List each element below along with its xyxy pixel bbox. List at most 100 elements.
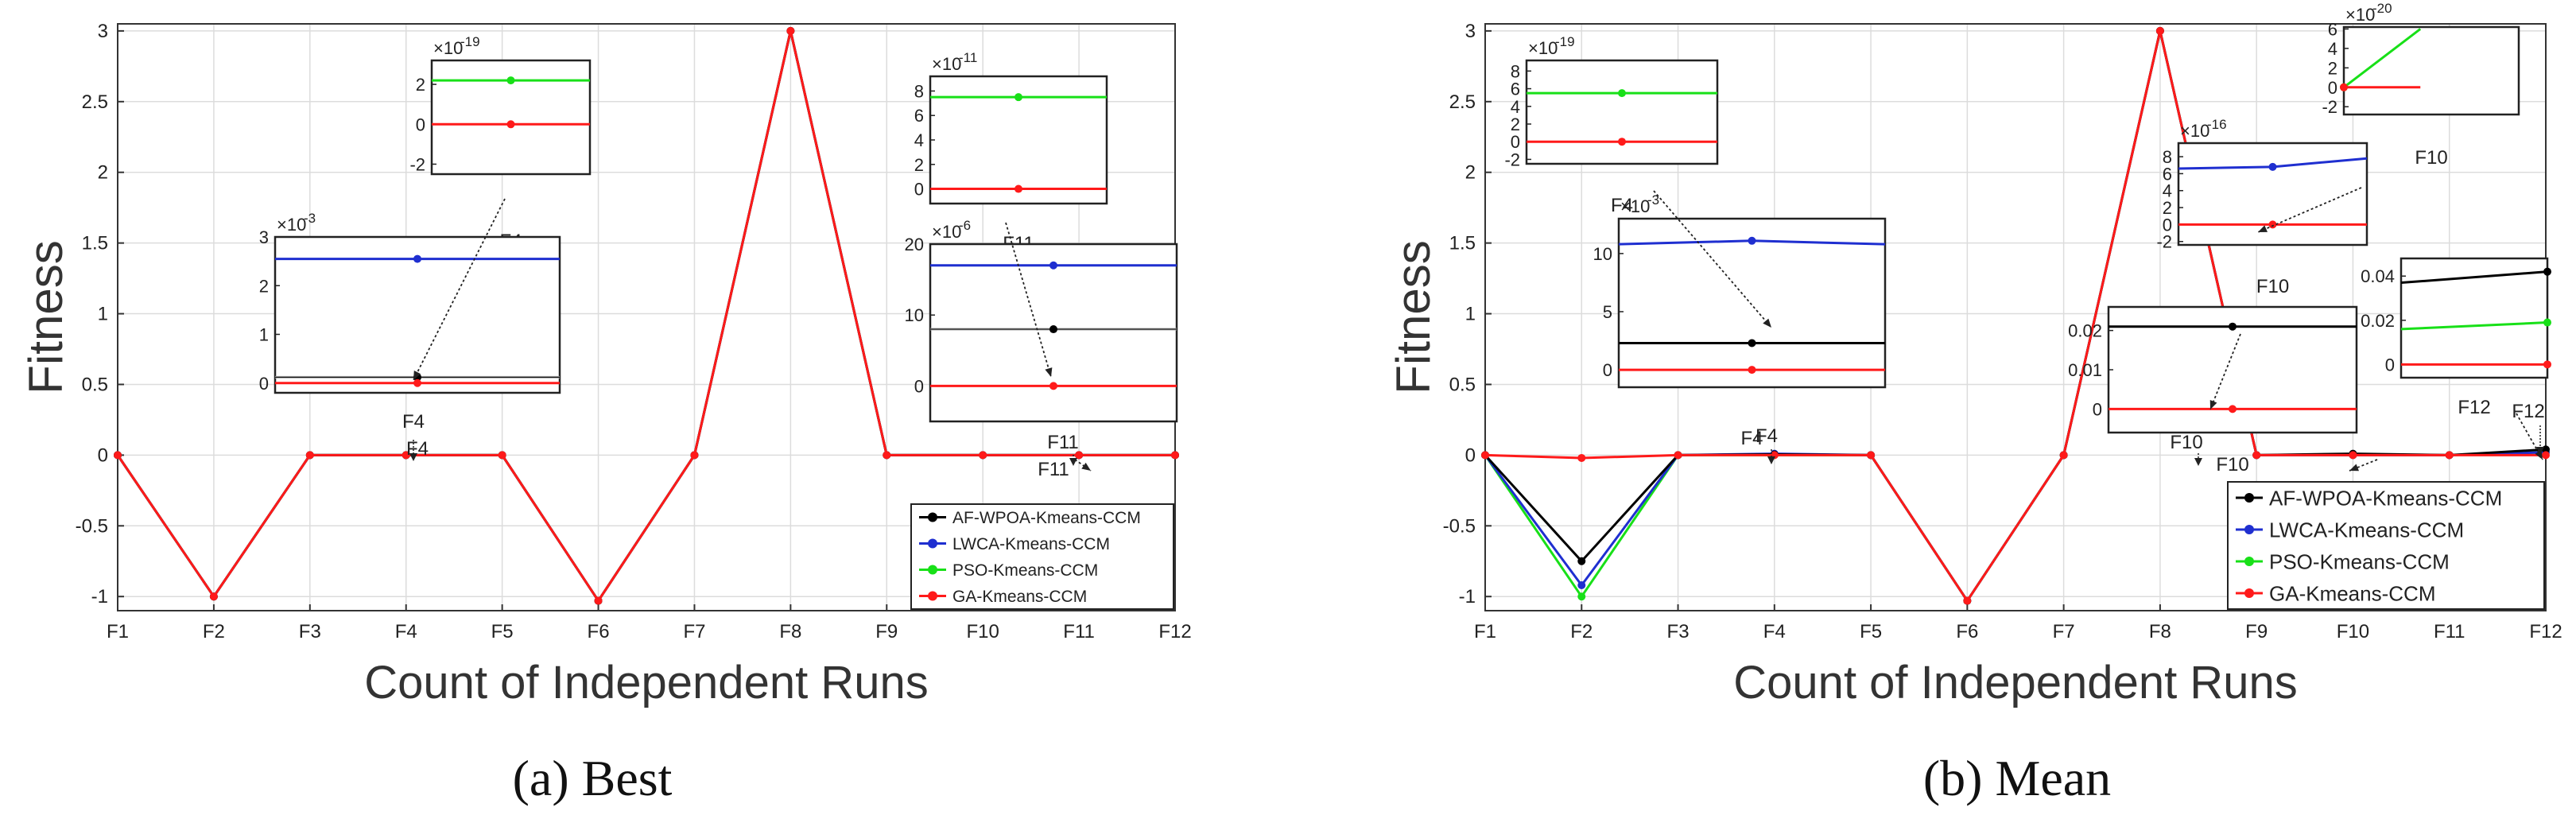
x-tick-label: F6 <box>1956 621 1978 642</box>
inset-y-tick-label: 0 <box>259 374 269 394</box>
inset-y-tick-label: 2 <box>2163 198 2172 218</box>
figure-caption: (b) Mean <box>1923 750 2111 806</box>
inset-line-af <box>2400 270 2548 285</box>
x-tick-label: F8 <box>2149 621 2171 642</box>
y-tick-label: 1 <box>1465 304 1476 325</box>
inset-y-tick-label: 8 <box>1511 61 1520 81</box>
data-point-lwca <box>1577 580 1586 589</box>
data-point-ga <box>2349 451 2357 460</box>
callout-label: F4 <box>402 411 425 433</box>
inset-y-tick-label: 4 <box>2163 181 2172 201</box>
data-point-ga <box>594 596 603 605</box>
data-point-pso <box>1577 592 1586 601</box>
callout-label: F10 <box>2170 432 2202 453</box>
inset-y-tick-label: 10 <box>905 305 924 325</box>
inset-y-tick-label: 0 <box>1603 360 1612 380</box>
legend-label: GA-Kmeans-CCM <box>2269 581 2435 605</box>
inset-y-tick-label: -2 <box>2322 97 2337 117</box>
inset-marker-pso <box>2543 318 2551 327</box>
series-ga <box>1481 26 2550 605</box>
figure-caption: (a) Best <box>513 750 673 806</box>
inset-plot: 0.04 0.02 0 F12 <box>2361 257 2551 418</box>
legend-swatch-marker <box>928 512 937 522</box>
x-tick-label: F4 <box>395 621 417 642</box>
x-tick-label: F9 <box>2245 621 2268 642</box>
zoom-arrowhead <box>2349 464 2359 472</box>
inset-y-tick-label: 4 <box>2328 39 2337 59</box>
inset-label: F10 <box>2216 454 2248 475</box>
legend-label: GA-Kmeans-CCM <box>952 588 1087 606</box>
chart-panel-best: F1 F2 F3 F4 F5 F6 F7 F8 F9 F10 F11 F12 -1 -0.5 0 0.5 1 1.… <box>19 21 1192 806</box>
x-tick-label: F2 <box>203 621 225 642</box>
inset-marker-ga <box>2340 83 2348 91</box>
data-point-ga <box>2445 451 2454 460</box>
legend-label: LWCA-Kmeans-CCM <box>2269 518 2464 541</box>
legend: AF-WPOA-Kmeans-CCM LWCA-Kmeans-CCM PSO-Kme… <box>2227 481 2545 610</box>
series-line-ga <box>1484 30 2546 604</box>
inset-y-tick-label: 20 <box>905 235 924 254</box>
inset-y-tick-label: 6 <box>2163 164 2172 184</box>
inset-marker-lwca <box>1049 261 1057 270</box>
data-point-ga <box>1075 451 1084 460</box>
inset-marker-af <box>1049 325 1057 334</box>
inset-exponent-base: ×10 <box>433 38 463 58</box>
inset-line-pso <box>2400 321 2548 331</box>
x-axis-title: Count of Independent Runs <box>1733 657 2297 708</box>
zoom-arrowhead <box>1763 318 1771 328</box>
inset-exponent: -19 <box>1555 34 1575 49</box>
inset-exponent: -3 <box>1647 192 1659 208</box>
inset-marker-pso <box>1014 93 1022 102</box>
inset-label: F4 <box>1740 428 1763 449</box>
legend-swatch-marker <box>2244 525 2254 534</box>
zoom-arrowhead <box>1045 367 1053 377</box>
legend-label: AF-WPOA-Kmeans-CCM <box>952 509 1141 527</box>
legend-box <box>2227 481 2545 610</box>
inset-plot: 3 2 1 0 ×10-3 F4 <box>259 211 561 460</box>
x-tick-label: F7 <box>683 621 705 642</box>
inset-marker-af <box>1748 339 1756 347</box>
inset-exponent-base: ×10 <box>932 222 961 242</box>
data-point-ga <box>114 451 122 460</box>
y-tick-label: 2.5 <box>82 91 108 113</box>
inset-y-tick-label: 2 <box>416 75 425 95</box>
x-axis-title: Count of Independent Runs <box>364 657 928 708</box>
x-tick-label: F9 <box>875 621 898 642</box>
legend-swatch-marker <box>2244 493 2254 503</box>
inset-exponent: -6 <box>959 218 971 233</box>
inset-y-tick-label: 6 <box>2328 19 2337 39</box>
inset-y-tick-label: 2 <box>1511 115 1520 134</box>
inset-y-tick-label: 0 <box>2093 399 2102 419</box>
zoom-arrow <box>2516 413 2543 460</box>
inset-exponent-base: ×10 <box>2180 121 2209 141</box>
inset-frame <box>2342 25 2520 116</box>
inset-exponent-base: ×10 <box>932 54 961 74</box>
legend-item-ga: GA-Kmeans-CCM <box>2236 581 2435 605</box>
inset-label: F4 <box>406 438 429 460</box>
inset-marker-ga <box>413 378 421 387</box>
zoom-arrow <box>2209 333 2241 410</box>
data-point-ga <box>690 451 699 460</box>
inset-y-tick-label: 3 <box>259 227 269 247</box>
inset-y-tick-label: 0 <box>416 115 425 134</box>
inset-y-tick-label: 6 <box>914 106 924 126</box>
legend-label: LWCA-Kmeans-CCM <box>952 535 1110 553</box>
callout-arrowhead <box>1069 458 1077 466</box>
inset-marker-ga <box>1049 382 1057 390</box>
x-tick-label: F12 <box>2529 621 2562 642</box>
inset-y-tick-label: 0.02 <box>2068 321 2102 341</box>
y-tick-label: 0.5 <box>1449 374 1476 395</box>
legend-label: PSO-Kmeans-CCM <box>952 561 1098 580</box>
x-tick-label: F3 <box>299 621 321 642</box>
callout-label: F4 <box>1755 425 1778 447</box>
data-point-ga <box>2059 451 2068 460</box>
inset-plot: 10 5 0 ×10-3 F4 <box>1593 192 1887 449</box>
inset-exponent-base: ×10 <box>2345 5 2375 25</box>
zoom-arrowhead <box>1081 462 1091 471</box>
y-tick-label: -0.5 <box>1443 515 1476 537</box>
inset-y-tick-label: 0 <box>914 376 924 396</box>
inset-y-tick-label: 0 <box>2163 215 2172 235</box>
inset-label: F4 <box>1611 195 1633 216</box>
